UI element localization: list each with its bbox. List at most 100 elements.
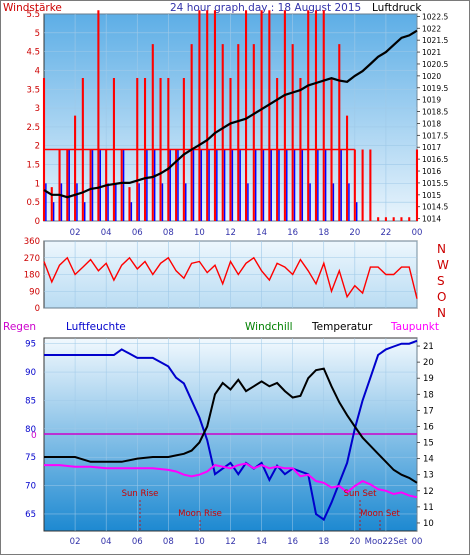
top-x-ticks: 02 04 06 08 10 12 14 16 18 20 22 00: [70, 228, 423, 238]
humidity-tick-label: 95: [25, 340, 36, 350]
pressure-tick-label: 1017.5: [422, 131, 448, 140]
temperature-tick-label: 20: [423, 358, 434, 368]
hour-tick-label: 00: [412, 228, 423, 238]
hour-tick-label: 06: [132, 537, 143, 547]
humidity-tick-label: 85: [25, 396, 36, 406]
pressure-tick-label: 1020.5: [422, 60, 448, 69]
sun-moon-events: Sun Rise Moon Rise Sun Set Moon Set: [122, 489, 401, 531]
bottom-x-ticks: 02 04 06 08 10 12 14 16 18 20 Moo22Set 00: [70, 537, 423, 547]
temperature-tick-label: 18: [423, 390, 434, 400]
wind-tick-label: 3: [35, 104, 40, 114]
wind-tick-label: 0: [35, 217, 40, 227]
compass-label: S: [437, 274, 445, 288]
wind-tick-label: 5.5: [26, 10, 40, 20]
pressure-tick-label: 1017: [422, 143, 441, 152]
humidity-tick-label: 70: [25, 482, 36, 492]
temperature-ticks: 10 11 12 13 14 15 16 17 18 19 20 21: [417, 342, 434, 529]
temperature-tick-label: 12: [423, 487, 434, 497]
direction-tick-label: 90: [29, 287, 40, 297]
pressure-tick-label: 1014.5: [422, 203, 448, 212]
hour-tick-label: 10: [194, 228, 205, 238]
pressure-tick-label: 1022.5: [422, 12, 448, 21]
hour-tick-label: 04: [101, 537, 112, 547]
direction-tick-label: 360: [24, 237, 40, 247]
wind-tick-label: 3.5: [26, 85, 40, 95]
pressure-line: [43, 29, 418, 199]
pressure-ticks: 1014 1014.5 1015 1015.5 1016 1016.5 1017 1017.5…: [417, 12, 448, 224]
pressure-tick-label: 1018: [422, 119, 441, 128]
humidity-tick-label: 65: [25, 510, 36, 520]
wind-tick-label: 1: [35, 179, 40, 189]
direction-tick-label: 270: [24, 254, 40, 264]
temperature-tick-label: 19: [423, 374, 434, 384]
hour-tick-label: Moo22Set: [365, 537, 408, 547]
hour-tick-label: 16: [287, 228, 298, 238]
hour-tick-label: 14: [256, 537, 267, 547]
wind-tick-label: 1.5: [26, 161, 40, 171]
humidity-tick-label: 90: [25, 368, 36, 378]
rain-zero-label: 0: [31, 431, 37, 441]
legend-luftfeuchte: Luftfeuchte: [66, 321, 126, 333]
hour-tick-label: 10: [194, 537, 205, 547]
hour-tick-label: 14: [256, 228, 267, 238]
temperature-tick-label: 13: [423, 471, 434, 481]
pressure-series-line: [43, 29, 418, 199]
pressure-tick-label: 1016.5: [422, 155, 448, 164]
top-chart-title: 24 hour graph day : 18 August 2015: [170, 2, 361, 14]
compass-label: W: [437, 258, 449, 272]
compass-label: N: [437, 306, 446, 320]
hour-tick-label: 06: [132, 228, 143, 238]
direction-ticks: 0 90 180 270 360: [24, 237, 40, 314]
hour-tick-label: 00: [412, 537, 423, 547]
direction-tick-label: 180: [24, 271, 40, 281]
pressure-tick-label: 1015.5: [422, 179, 448, 188]
hour-tick-label: 16: [287, 537, 298, 547]
wind-tick-label: 4.5: [26, 48, 40, 58]
pressure-tick-label: 1022: [422, 24, 441, 33]
pressure-tick-label: 1020: [422, 72, 441, 81]
pressure-tick-label: 1014: [422, 215, 441, 224]
hour-tick-label: 22: [381, 228, 392, 238]
hour-tick-label: 20: [349, 537, 360, 547]
legend-windchill: Windchill: [245, 321, 293, 333]
wind-speed-axis-label: Windstärke: [3, 2, 62, 14]
wind-tick-label: 4: [35, 66, 40, 76]
hour-tick-label: 08: [163, 228, 174, 238]
temperature-tick-label: 16: [423, 422, 434, 432]
humidity-ticks: 65 70 75 80 85 90 95: [25, 340, 36, 520]
pressure-tick-label: 1019: [422, 96, 441, 105]
temperature-tick-label: 11: [423, 503, 434, 513]
series-line-taupunkt: [44, 462, 418, 499]
pressure-tick-label: 1021: [422, 48, 441, 57]
wind-bars: [42, 10, 419, 221]
temperature-tick-label: 15: [423, 439, 434, 449]
hour-tick-label: 02: [70, 537, 81, 547]
legend-taupunkt: Taupunkt: [390, 321, 439, 333]
hour-tick-label: 08: [163, 537, 174, 547]
temperature-tick-label: 14: [423, 455, 434, 465]
event-label: Sun Rise: [122, 489, 159, 499]
wind-direction-line: [43, 256, 418, 299]
pressure-tick-label: 1016: [422, 167, 441, 176]
legend-temperatur: Temperatur: [311, 321, 373, 333]
pressure-tick-label: 1015: [422, 191, 441, 200]
wind-tick-label: 5: [35, 29, 40, 39]
pressure-tick-label: 1019.5: [422, 84, 448, 93]
hour-tick-label: 20: [349, 228, 360, 238]
wind-tick-label: 2.5: [26, 123, 40, 133]
temperature-tick-label: 10: [423, 519, 434, 529]
direction-line: [43, 256, 418, 299]
compass-label: N: [437, 242, 446, 256]
wind-tick-label: 2: [35, 142, 40, 152]
direction-tick-label: 0: [35, 304, 40, 314]
humidity-tick-label: 80: [25, 425, 36, 435]
hour-tick-label: 12: [225, 228, 236, 238]
temperature-tick-label: 21: [423, 342, 434, 352]
direction-grid: [44, 240, 418, 309]
wind-speed-ticks: 0 0.5 1 1.5 2 2.5 3 3.5 4 4.5 5 5.5: [26, 10, 40, 227]
legend-regen: Regen: [3, 321, 36, 333]
event-label: Moon Set: [360, 509, 400, 519]
pressure-tick-label: 1021.5: [422, 36, 448, 45]
